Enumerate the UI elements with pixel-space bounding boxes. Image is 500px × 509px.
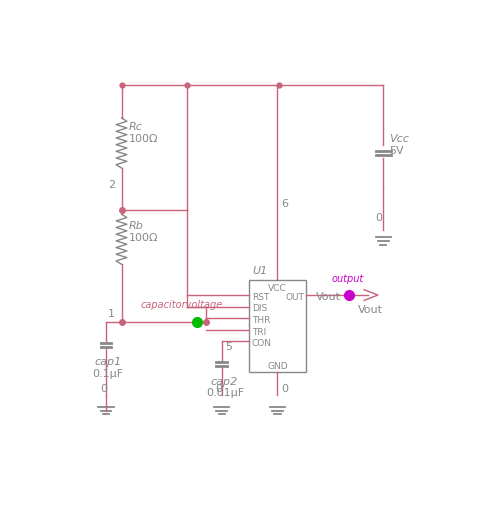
Text: 0: 0 xyxy=(376,213,382,223)
Text: 5: 5 xyxy=(226,341,232,351)
Text: THR: THR xyxy=(252,316,270,324)
Text: GND: GND xyxy=(267,361,287,371)
Text: 100Ω: 100Ω xyxy=(129,232,158,242)
Text: OUT: OUT xyxy=(286,292,304,301)
Text: capacitorvoltage: capacitorvoltage xyxy=(141,299,223,309)
Text: cap2: cap2 xyxy=(210,376,238,386)
Bar xyxy=(248,280,306,372)
Text: 0.01μF: 0.01μF xyxy=(206,387,244,398)
Text: DIS: DIS xyxy=(252,304,267,313)
Text: 0: 0 xyxy=(282,384,288,393)
Text: U1: U1 xyxy=(252,266,268,276)
Text: Rb: Rb xyxy=(129,220,144,231)
Text: 0: 0 xyxy=(216,384,222,393)
Text: Vout: Vout xyxy=(358,304,383,315)
Text: RST: RST xyxy=(252,292,269,301)
Text: cap1: cap1 xyxy=(94,357,122,366)
Text: VCC: VCC xyxy=(268,284,286,293)
Text: 6: 6 xyxy=(282,199,288,209)
Text: 2: 2 xyxy=(108,180,115,190)
Text: Vcc: Vcc xyxy=(390,134,409,144)
Text: 1: 1 xyxy=(108,308,114,318)
Text: TRI: TRI xyxy=(252,327,266,336)
Text: Vout: Vout xyxy=(316,291,342,301)
Text: 100Ω: 100Ω xyxy=(129,134,158,144)
Text: output: output xyxy=(332,274,364,284)
Text: 0.1μF: 0.1μF xyxy=(92,368,124,378)
Text: 5V: 5V xyxy=(390,145,404,155)
Text: 0: 0 xyxy=(100,384,107,393)
Text: Rc: Rc xyxy=(129,122,143,132)
Text: CON: CON xyxy=(252,338,272,348)
